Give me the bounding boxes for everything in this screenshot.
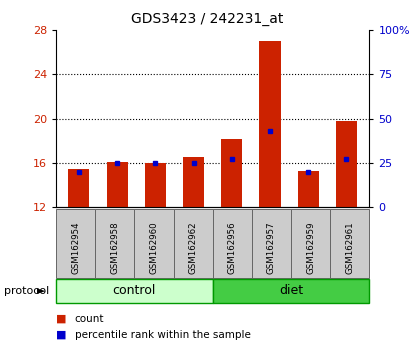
- Text: protocol: protocol: [4, 286, 49, 296]
- Text: ■: ■: [56, 330, 66, 339]
- Bar: [336, 121, 357, 207]
- Text: GSM162959: GSM162959: [306, 222, 315, 274]
- Text: count: count: [75, 314, 104, 324]
- Bar: [183, 157, 204, 207]
- Bar: [68, 170, 90, 207]
- Text: ■: ■: [56, 314, 66, 324]
- Text: percentile rank within the sample: percentile rank within the sample: [75, 330, 251, 339]
- Text: GSM162958: GSM162958: [110, 222, 119, 274]
- Text: GSM162954: GSM162954: [71, 222, 80, 274]
- Text: GSM162956: GSM162956: [228, 222, 237, 274]
- Text: GSM162960: GSM162960: [149, 222, 159, 274]
- Text: diet: diet: [279, 284, 303, 297]
- Bar: [145, 164, 166, 207]
- Text: ►: ►: [37, 286, 46, 296]
- Text: GSM162957: GSM162957: [267, 222, 276, 274]
- Bar: [107, 162, 128, 207]
- Bar: [259, 41, 281, 207]
- Bar: [298, 171, 319, 207]
- Text: control: control: [112, 284, 156, 297]
- Text: GDS3423 / 242231_at: GDS3423 / 242231_at: [131, 12, 284, 27]
- Bar: [221, 138, 242, 207]
- Text: GSM162961: GSM162961: [345, 222, 354, 274]
- Text: GSM162962: GSM162962: [188, 222, 198, 274]
